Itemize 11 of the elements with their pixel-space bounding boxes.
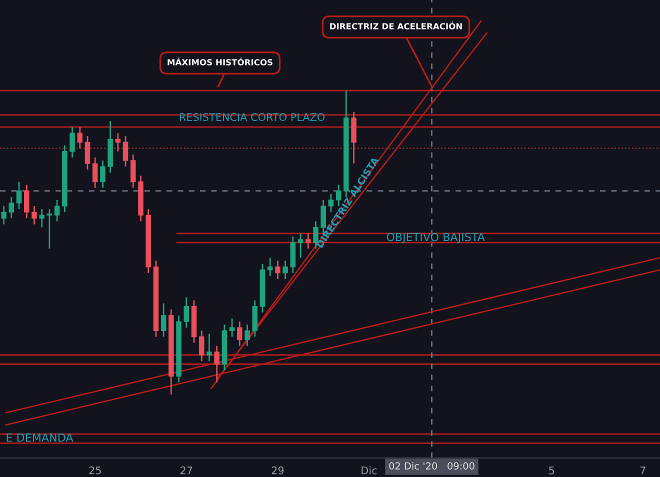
x-tick-label: 7 (640, 466, 646, 474)
ref-line-label: 02 Dic '20 09:00 (389, 462, 474, 470)
text: MÁXIMOS HISTÓRICOS (168, 58, 272, 66)
annotation: E DEMANDA (6, 434, 74, 442)
text: DIRECTRIZ DE ACELERACIÓN (330, 22, 462, 30)
annotation: OBJETIVO BAJISTA (386, 232, 485, 244)
x-tick-label: 25 (89, 466, 101, 474)
x-tick-label: 27 (180, 466, 192, 474)
x-tick-label: 29 (272, 466, 284, 474)
x-tick-label: Dic (362, 466, 377, 474)
x-tick-label: 5 (549, 466, 554, 474)
